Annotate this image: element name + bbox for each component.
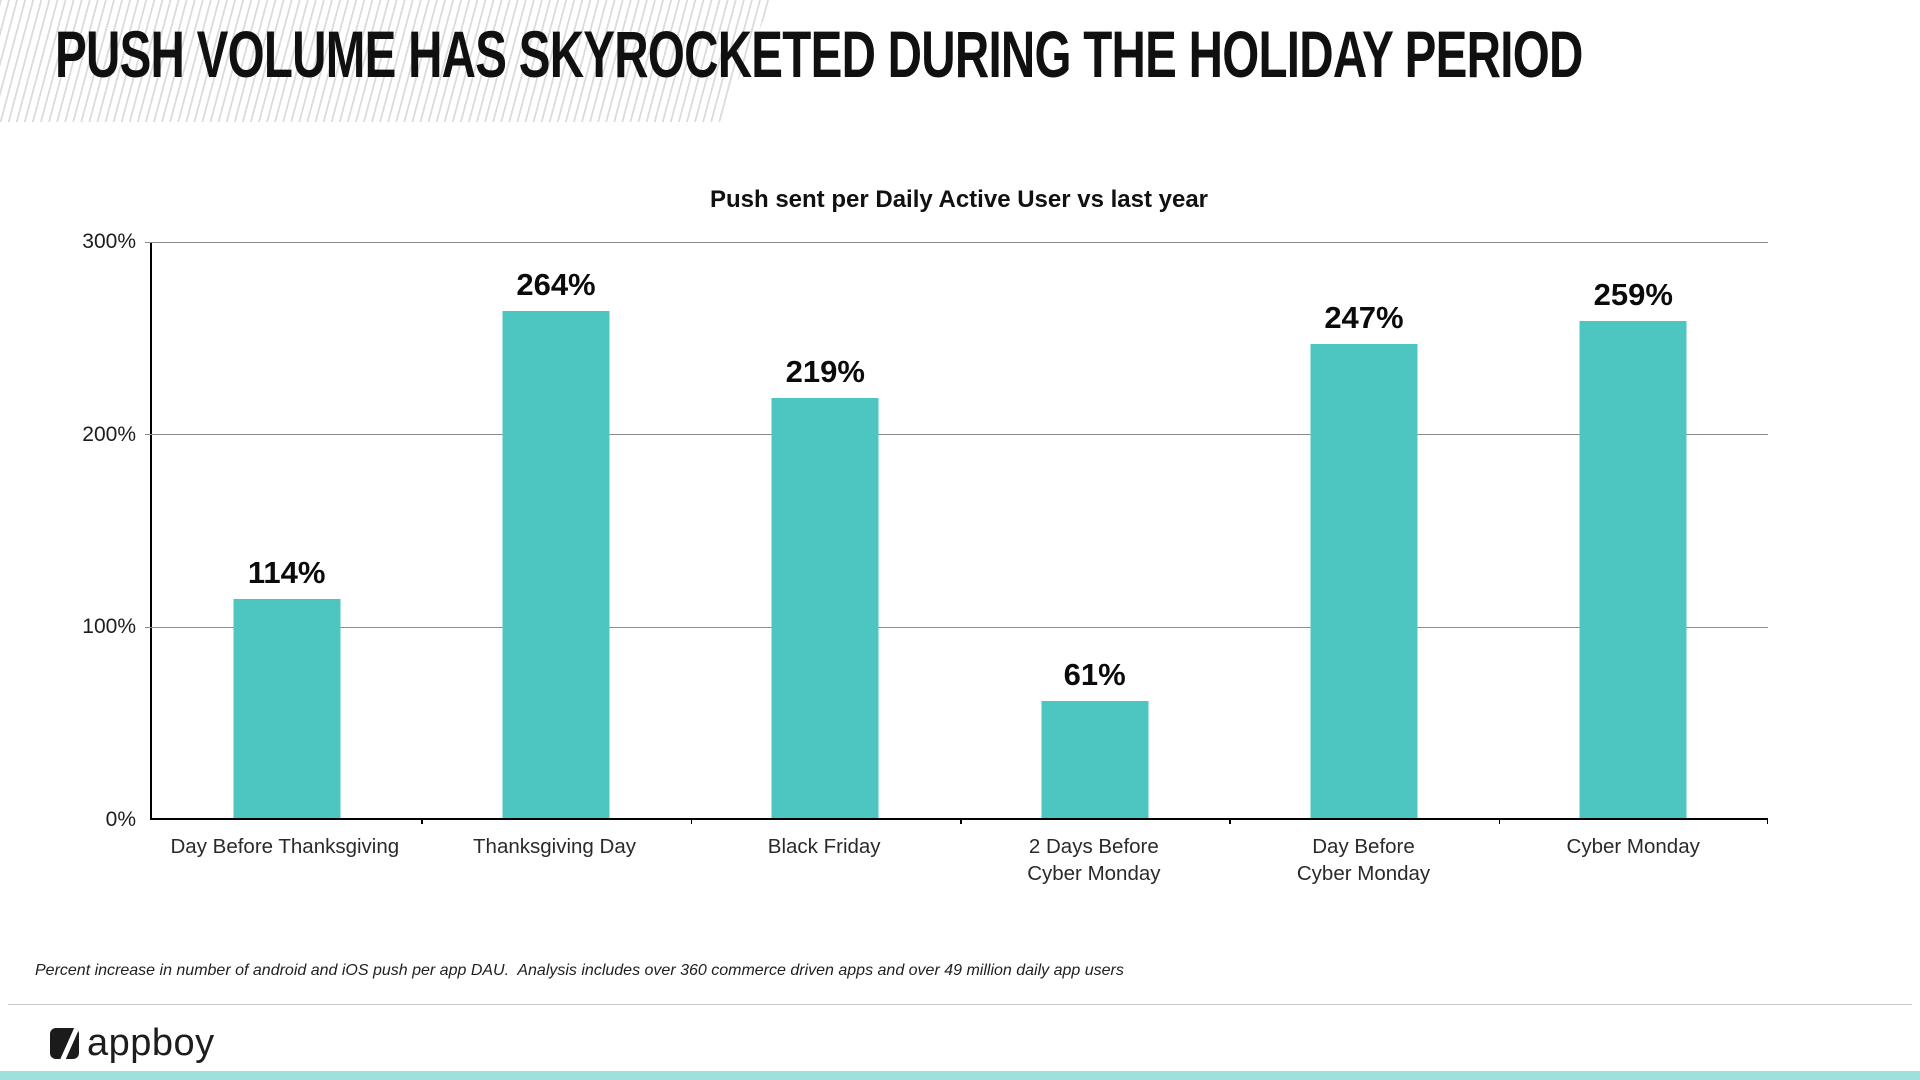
bar-slot: 259% — [1499, 242, 1768, 818]
x-axis-label: 2 Days Before Cyber Monday — [1027, 835, 1161, 885]
appboy-logo: appboy — [50, 1022, 215, 1064]
y-axis-label: 100% — [82, 615, 136, 639]
bar-slot: 219% — [691, 242, 960, 818]
axis-tick — [1766, 818, 1768, 824]
y-axis-labels: 300% 200% 100% 0% — [0, 230, 136, 831]
axis-tick — [1498, 818, 1501, 824]
page-title: PUSH VOLUME HAS SKYROCKETED DURING THE H… — [55, 17, 1583, 91]
bar — [233, 599, 341, 818]
y-axis-label: 200% — [82, 422, 136, 446]
x-axis-label: Cyber Monday — [1566, 835, 1700, 858]
x-axis-label: Day Before Thanksgiving — [170, 835, 400, 858]
bar — [1579, 320, 1687, 818]
bar-value-label: 247% — [1324, 299, 1404, 335]
bar-slot: 264% — [421, 242, 690, 818]
bar — [1310, 343, 1418, 818]
footnote: Percent increase in number of android an… — [35, 962, 1124, 979]
bar-value-label: 264% — [516, 267, 596, 303]
bar — [502, 311, 610, 818]
bar — [771, 397, 879, 818]
x-axis-label: Black Friday — [767, 835, 881, 858]
axis-tick — [1229, 818, 1231, 824]
bar-value-label: 219% — [785, 353, 865, 389]
axis-tick — [960, 818, 962, 824]
bar-value-label: 259% — [1593, 276, 1673, 312]
bar-value-label: 114% — [247, 555, 326, 591]
x-axis-labels: Day Before Thanksgiving Thanksgiving Day B… — [150, 833, 1768, 887]
footer-divider — [8, 1004, 1912, 1005]
axis-tick — [421, 818, 423, 824]
diagonal-stripes-decoration — [0, 0, 772, 122]
bar-slot: 61% — [960, 242, 1229, 818]
x-axis-label: Thanksgiving Day — [473, 835, 636, 858]
gridline — [145, 434, 1768, 436]
bar-slot: 114% — [152, 242, 421, 818]
bottom-accent-bar — [0, 1071, 1920, 1080]
y-axis-label: 0% — [105, 808, 136, 831]
plot-area: 114% 264% 219% 61% 247% 259% — [145, 241, 1768, 824]
bar-slot: 247% — [1229, 242, 1498, 818]
y-axis-label: 300% — [82, 230, 136, 253]
gridline — [145, 241, 1768, 243]
bar — [1041, 700, 1149, 818]
appboy-logo-wordmark: appboy — [87, 1022, 215, 1064]
x-axis-label: Day Before Cyber Monday — [1296, 835, 1431, 885]
chart-title: Push sent per Daily Active User vs last … — [709, 186, 1209, 213]
appboy-logo-mark-icon — [50, 1027, 79, 1059]
axis-tick — [690, 818, 693, 824]
bars-container: 114% 264% 219% 61% 247% 259% — [152, 242, 1768, 818]
gridline — [145, 626, 1768, 628]
bar-value-label: 61% — [1063, 656, 1126, 692]
